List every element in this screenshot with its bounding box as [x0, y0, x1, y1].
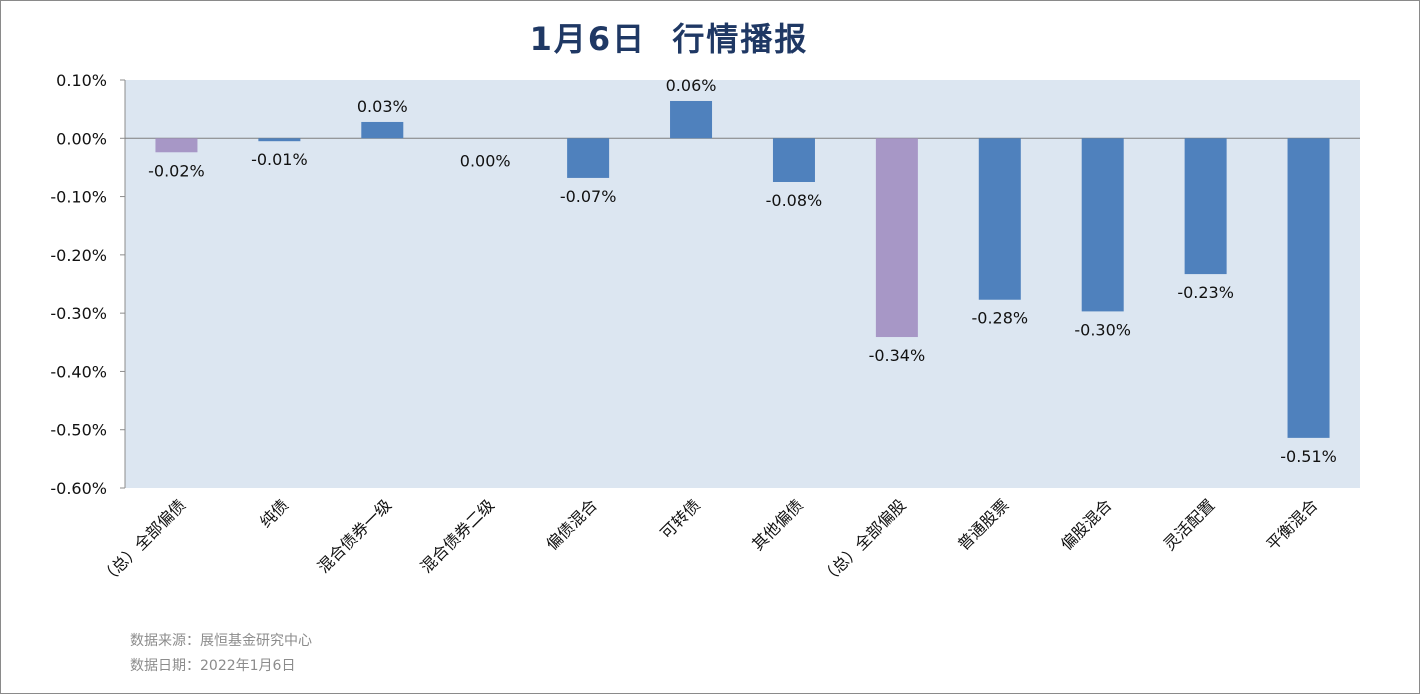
data-label: -0.01% — [251, 150, 308, 169]
category-label: （总）全部偏股 — [817, 495, 910, 588]
data-label: 0.03% — [357, 97, 408, 116]
data-source-note: 数据来源：展恒基金研究中心 — [130, 633, 312, 649]
category-label: 普通股票 — [954, 495, 1013, 554]
bar — [155, 138, 198, 153]
bar — [361, 121, 404, 139]
category-label: 平衡混合 — [1263, 495, 1322, 554]
y-tick-label: -0.10% — [50, 188, 107, 207]
data-label: -0.30% — [1074, 320, 1131, 339]
category-label: 偏债混合 — [542, 495, 601, 554]
bar — [875, 138, 918, 338]
data-label: -0.34% — [869, 346, 926, 365]
data-label: 0.06% — [666, 76, 717, 95]
bar — [978, 138, 1021, 300]
data-label: 0.00% — [460, 151, 511, 170]
y-tick-label: 0.00% — [56, 129, 107, 148]
y-tick-label: -0.50% — [50, 421, 107, 440]
data-label: -0.08% — [766, 191, 823, 210]
data-label: -0.07% — [560, 187, 617, 206]
data-label: -0.02% — [148, 161, 205, 180]
bar — [670, 100, 713, 139]
category-label: 灵活配置 — [1160, 495, 1219, 554]
category-labels: （总）全部偏债 纯债 混合债券一级 混合债券二级 偏债混合 可转债 其他偏债 （总）全部偏股普… — [97, 495, 1322, 588]
data-label: -0.23% — [1177, 283, 1234, 302]
category-label: 混合债券一级 — [314, 495, 395, 576]
category-label: 纯债 — [256, 495, 292, 531]
bars — [155, 100, 1330, 438]
bar — [1287, 138, 1330, 438]
category-label: 偏股混合 — [1057, 495, 1116, 554]
category-label: （总）全部偏债 — [97, 495, 190, 588]
bar — [772, 138, 815, 182]
plot-area — [125, 80, 1360, 488]
y-tick-label: -0.60% — [50, 479, 107, 498]
bar — [1184, 138, 1227, 275]
data-labels: -0.02% -0.01% 0.03% 0.00% -0.07% 0.06% -0.08% -… — [148, 76, 1337, 466]
chart-title: 1月6日 行情播报 — [529, 20, 809, 58]
category-label: 混合债券二级 — [417, 495, 498, 576]
y-tick-label: -0.20% — [50, 246, 107, 265]
category-label: 可转债 — [656, 495, 703, 542]
y-tick-label: -0.40% — [50, 362, 107, 381]
bar — [1081, 138, 1124, 312]
y-tick-label: -0.30% — [50, 304, 107, 323]
data-label: -0.28% — [971, 309, 1028, 328]
data-label: -0.51% — [1280, 447, 1337, 466]
bar — [258, 138, 301, 142]
axes: 0.10% 0.00% -0.10% -0.20% -0.30% -0.40% -0.50%… — [50, 71, 1360, 498]
data-date-note: 数据日期：2022年1月6日 — [130, 658, 296, 674]
y-tick-label: 0.10% — [56, 71, 107, 90]
bar — [567, 138, 610, 178]
category-label: 其他偏债 — [748, 495, 807, 554]
